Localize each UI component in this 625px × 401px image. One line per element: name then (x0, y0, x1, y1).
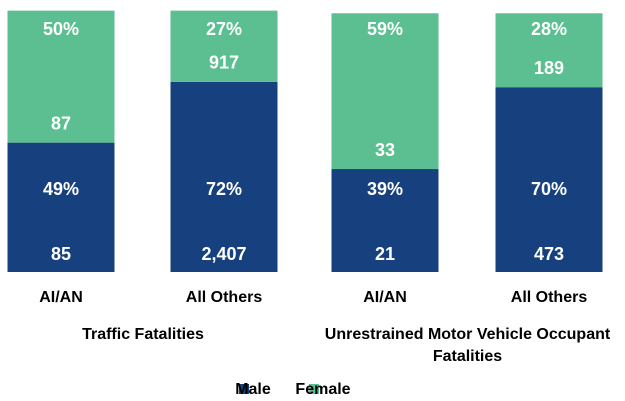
legend-label: Male (235, 381, 271, 398)
percent-label: 70% (531, 179, 567, 199)
count-label: 21 (375, 244, 395, 264)
x-tick-label: AI/AN (39, 289, 83, 306)
bar-segment (495, 13, 603, 88)
bar-segment (331, 169, 439, 272)
bar-segment (170, 10, 278, 82)
legend-label: Female (295, 381, 350, 398)
legend-swatch (239, 384, 249, 394)
percent-label: 50% (43, 19, 79, 39)
percent-label: 72% (206, 179, 242, 199)
percent-label: 39% (367, 179, 403, 199)
percent-label: 28% (531, 19, 567, 39)
x-tick-label: All Others (186, 289, 263, 306)
count-label: 87 (51, 113, 71, 133)
bar-segment (7, 10, 115, 143)
count-label: 85 (51, 244, 71, 264)
group-label: Unrestrained Motor Vehicle Occupant Fata… (324, 326, 611, 365)
bar-segment (7, 142, 115, 272)
bar-segment (331, 13, 439, 170)
bar-segment (170, 81, 278, 272)
count-label: 33 (375, 140, 395, 160)
percent-label: 27% (206, 19, 242, 39)
count-label: 189 (534, 58, 564, 78)
x-tick-label: All Others (511, 289, 588, 306)
count-label: 473 (534, 244, 564, 264)
percent-label: 49% (43, 179, 79, 199)
group-label: Traffic Fatalities (82, 326, 204, 343)
percent-label: 59% (367, 19, 403, 39)
bar-segment (495, 87, 603, 272)
x-tick-label: AI/AN (363, 289, 407, 306)
count-label: 2,407 (201, 244, 246, 264)
legend-swatch (309, 384, 319, 394)
count-label: 917 (209, 53, 239, 73)
